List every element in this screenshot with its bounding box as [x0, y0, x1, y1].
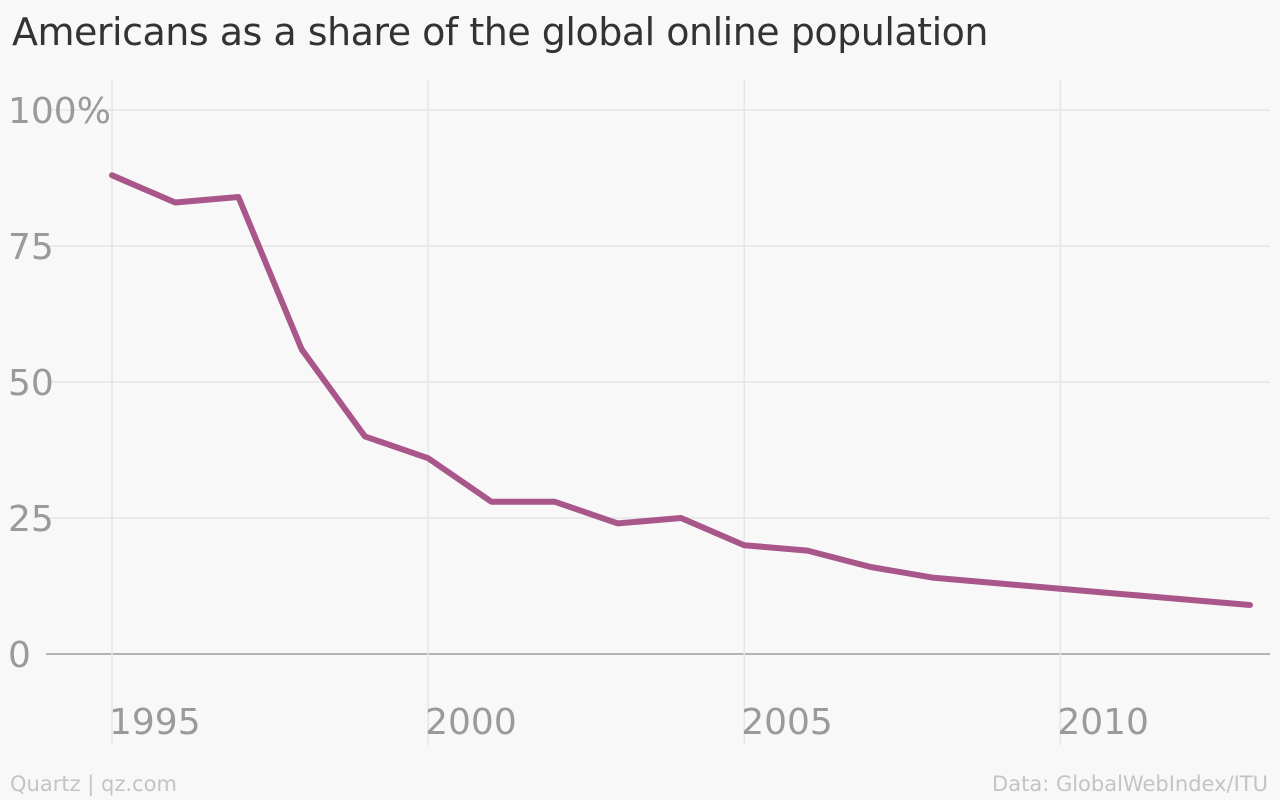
x-tick-label: 2005: [741, 702, 833, 743]
data-point: [994, 580, 1000, 586]
chart-title: Americans as a share of the global onlin…: [12, 10, 988, 54]
y-tick-label: 50: [8, 363, 54, 404]
data-point: [1121, 591, 1127, 597]
x-tick-label: 2010: [1057, 702, 1149, 743]
x-tick-label: 1995: [109, 702, 201, 743]
data-point: [868, 564, 874, 570]
axis-labels: 0 25 50 75 100% 1995 2000 2005 2010: [8, 91, 1149, 743]
grid-lines: [46, 80, 1270, 745]
data-point: [172, 199, 178, 205]
data-point: [299, 346, 305, 352]
y-tick-label: 0: [8, 635, 31, 676]
y-tick-label: 75: [8, 227, 54, 268]
data-point: [362, 433, 368, 439]
data-point: [615, 520, 621, 526]
data-point: [1057, 586, 1063, 592]
data-point: [678, 515, 684, 521]
data-point: [552, 499, 558, 505]
x-tick-label: 2000: [425, 702, 517, 743]
series-line: [109, 172, 1253, 608]
source-credit: Quartz | qz.com: [10, 772, 177, 796]
data-source: Data: GlobalWebIndex/ITU: [992, 772, 1268, 796]
data-point: [741, 542, 747, 548]
data-point: [1184, 597, 1190, 603]
data-point: [488, 499, 494, 505]
series-layer: [109, 172, 1253, 608]
data-point: [1247, 602, 1253, 608]
y-tick-label: 25: [8, 499, 54, 540]
data-point: [931, 575, 937, 581]
data-point: [109, 172, 115, 178]
data-point: [235, 194, 241, 200]
y-tick-label: 100%: [8, 91, 111, 132]
data-point: [804, 548, 810, 554]
data-point: [425, 455, 431, 461]
